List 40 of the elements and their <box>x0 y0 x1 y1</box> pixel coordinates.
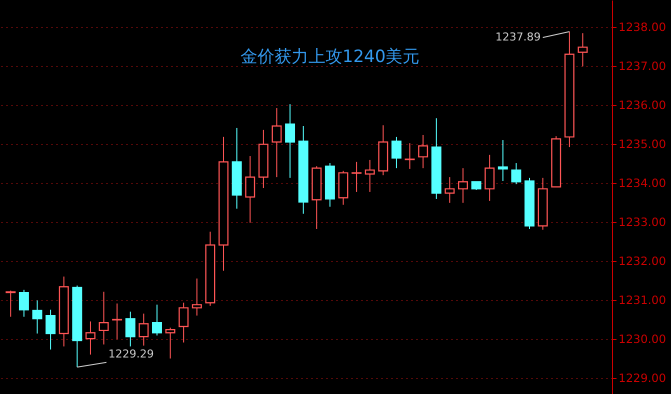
candlestick <box>18 289 29 318</box>
candlestick <box>285 104 296 178</box>
candlestick <box>165 327 176 359</box>
candlestick <box>98 291 109 345</box>
candlestick <box>418 134 428 169</box>
candlestick <box>138 313 149 346</box>
y-tick-label: 1238.00 <box>618 20 666 34</box>
candlestick <box>364 159 375 192</box>
candlestick <box>458 168 468 204</box>
candlestick <box>85 320 96 356</box>
candlestick <box>578 32 588 67</box>
candlestick <box>511 162 522 185</box>
annotation: 1237.89 <box>495 30 541 44</box>
candlestick <box>272 108 282 178</box>
candlestick <box>32 300 42 334</box>
y-tick-label: 1235.00 <box>618 136 666 151</box>
candlestick <box>125 311 136 347</box>
y-tick-label: 1236.00 <box>618 98 666 112</box>
candlestick <box>6 290 16 318</box>
y-tick-label: 1232.00 <box>618 254 666 268</box>
text: 金价获力上攻1240美元 <box>240 47 420 67</box>
candlestick <box>444 176 455 204</box>
y-tick-label: 1234.00 <box>618 176 666 190</box>
y-tick-label: 1230.00 <box>618 332 666 346</box>
candlestick <box>152 304 162 336</box>
candlestick <box>352 161 362 192</box>
annotation: 1229.29 <box>108 347 154 360</box>
y-tick-label: 1229.00 <box>618 370 666 385</box>
candlestick <box>192 278 202 316</box>
candlestick <box>484 154 495 202</box>
candlestick <box>46 309 56 350</box>
candlestick <box>112 302 122 340</box>
candlestick <box>178 302 189 344</box>
y-tick-label: 1237.00 <box>618 58 666 73</box>
y-tick-label: 1233.00 <box>618 214 666 229</box>
candlestick <box>391 136 402 169</box>
candlestick <box>404 142 415 170</box>
candlestick <box>498 140 508 182</box>
candlestick <box>245 156 256 224</box>
y-tick-label: 1231.00 <box>618 292 666 307</box>
